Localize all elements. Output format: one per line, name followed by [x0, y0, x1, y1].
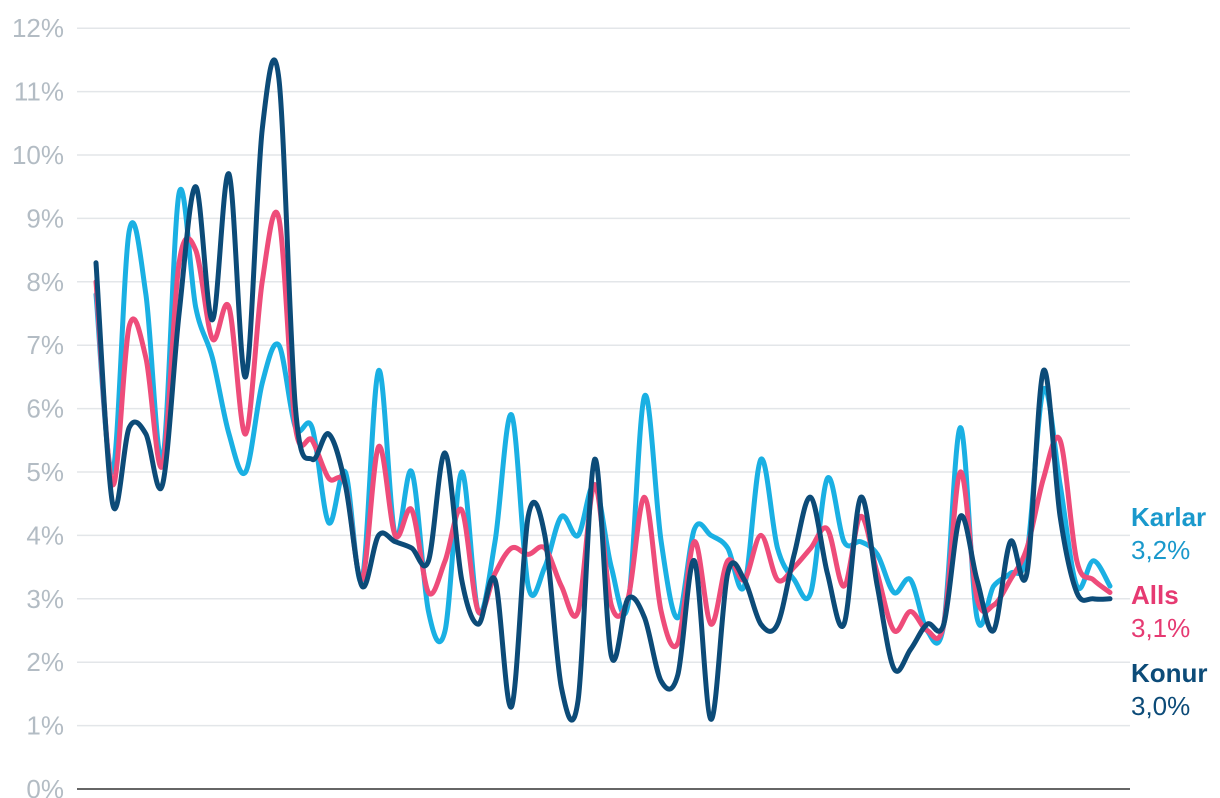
y-tick-label: 6%	[26, 394, 64, 424]
y-tick-label: 1%	[26, 711, 64, 741]
y-tick-label: 12%	[12, 13, 64, 43]
y-tick-label: 4%	[26, 520, 64, 550]
series-value-konur: 3,0%	[1131, 691, 1191, 721]
y-tick-label: 7%	[26, 330, 64, 360]
series-value-alls: 3,1%	[1131, 613, 1191, 643]
y-axis-ticks: 0% 1% 2% 3% 4% 5% 6% 7% 8% 9% 10% 11% 12%	[12, 13, 64, 798]
y-tick-label: 2%	[26, 647, 64, 677]
series-lines	[93, 57, 1113, 723]
y-tick-label: 9%	[26, 203, 64, 233]
y-tick-label: 0%	[26, 774, 64, 798]
series-line-alls	[93, 209, 1113, 650]
y-tick-label: 10%	[12, 140, 64, 170]
y-tick-label: 8%	[26, 267, 64, 297]
end-label-karlar: Karlar 3,2%	[1131, 504, 1206, 563]
series-name-konur: Konur	[1131, 658, 1208, 688]
end-label-konur: Konur 3,0%	[1131, 660, 1208, 719]
y-tick-label: 5%	[26, 457, 64, 487]
series-name-karlar: Karlar	[1131, 502, 1207, 532]
end-label-alls: Alls 3,1%	[1131, 582, 1190, 641]
y-tick-label: 11%	[14, 77, 64, 107]
series-name-alls: Alls	[1131, 580, 1179, 610]
series-line-konur	[93, 57, 1113, 723]
series-value-karlar: 3,2%	[1131, 535, 1191, 565]
y-tick-label: 3%	[26, 584, 64, 614]
